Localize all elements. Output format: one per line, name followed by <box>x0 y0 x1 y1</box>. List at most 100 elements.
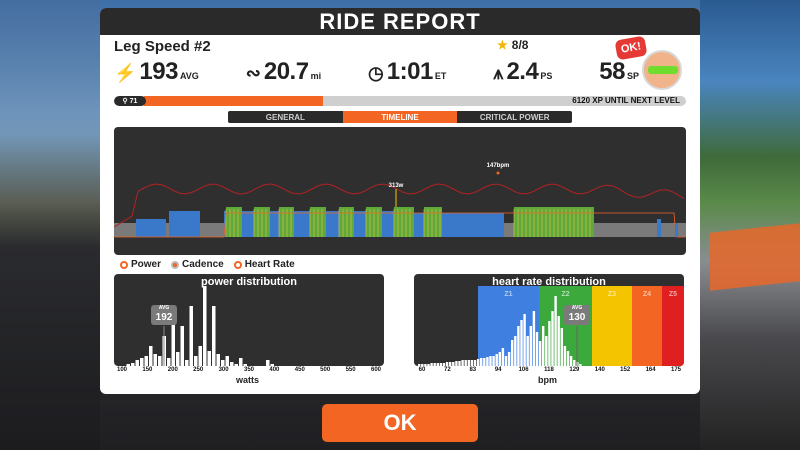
hr-histogram-bar <box>545 336 548 366</box>
stat-avg-power: ⚡ 193 AVG <box>114 58 199 86</box>
hr-zone-label: Z4 <box>643 291 651 298</box>
stat-value: 2.4 <box>506 58 539 85</box>
power-histogram-bar <box>140 358 144 366</box>
hr-histogram-bar <box>526 336 529 366</box>
legend-heart-rate[interactable]: Heart Rate <box>233 259 295 270</box>
tick-label: 350 <box>243 367 255 373</box>
hr-histogram-bar <box>430 363 433 366</box>
power-histogram-bar <box>234 364 238 366</box>
power-histogram-bar <box>135 360 139 366</box>
legend-cadence[interactable]: Cadence <box>171 259 224 270</box>
power-histogram-bar <box>189 306 193 366</box>
ok-button[interactable]: OK <box>322 404 478 442</box>
legend-power[interactable]: Power <box>120 259 161 270</box>
tick-label: 106 <box>518 367 529 373</box>
game-background-left <box>0 0 100 450</box>
hr-histogram-bar <box>424 364 427 366</box>
stat-value: 20.7 <box>263 58 309 85</box>
stat-value: 58 <box>599 58 625 85</box>
hr-distribution-title: heart rate distribution <box>492 276 606 288</box>
hr-zone-band <box>592 286 632 366</box>
timeline-power-spike <box>675 223 678 237</box>
hr-histogram-bar <box>421 364 424 366</box>
power-avg-tag: AVG 192 <box>151 305 177 325</box>
route-icon: ∾ <box>245 63 261 83</box>
timeline-power-block <box>136 219 166 237</box>
hr-histogram-bar <box>573 360 576 366</box>
hr-histogram-bar <box>439 363 443 366</box>
stat-unit: PS <box>540 71 553 81</box>
hr-histogram-bar <box>532 311 536 366</box>
hr-histogram-bar <box>507 352 511 366</box>
hr-histogram-bar <box>498 352 501 366</box>
tab-general[interactable]: GENERAL <box>265 112 305 122</box>
ride-report-panel: RIDE REPORT Leg Speed #2 ★ 8/8 ⚡ 193 AVG … <box>100 8 700 394</box>
hr-histogram-bar <box>486 357 489 366</box>
hr-histogram-bar <box>557 316 560 366</box>
power-histogram-bar <box>198 346 202 366</box>
power-histogram-bar <box>203 286 207 366</box>
hr-histogram-bar <box>476 359 480 366</box>
power-histogram-bar <box>207 351 211 366</box>
workout-name: Leg Speed #2 <box>114 38 211 55</box>
power-histogram-bar <box>153 354 157 366</box>
hr-histogram-bar <box>501 348 505 366</box>
page-title: RIDE REPORT <box>319 8 481 34</box>
power-toggle-icon <box>120 260 128 269</box>
hr-histogram-bar <box>464 360 467 366</box>
chart-legend: Power Cadence Heart Rate <box>120 259 295 270</box>
tick-label: 140 <box>594 367 605 373</box>
tick-label: 550 <box>345 367 356 373</box>
hr-histogram-bar <box>473 360 477 366</box>
hr-histogram-bar <box>418 364 421 366</box>
hr-histogram-bar <box>511 340 514 366</box>
tick-label: 60 <box>418 367 426 373</box>
power-histogram-bar <box>194 356 198 366</box>
tick-label: 175 <box>670 367 682 373</box>
hr-histogram-bar <box>427 364 430 366</box>
level-badge: ⚲ 71 <box>114 96 146 106</box>
hr-zone-label: Z1 <box>504 291 512 298</box>
power-histogram-bar <box>266 360 270 366</box>
legend-label: Cadence <box>182 259 224 270</box>
power-distribution-ticks: 100 150 200 250 300 350 400 450 500 550 600 <box>114 367 384 377</box>
stars-rating: ★ 8/8 <box>497 38 528 52</box>
stars-count: 8/8 <box>511 38 529 52</box>
hr-histogram-bar <box>563 346 567 366</box>
climb-icon: ⩚ <box>493 63 504 83</box>
hr-histogram-bar <box>436 363 439 366</box>
background-banner <box>710 223 800 291</box>
avg-value: 192 <box>155 312 173 323</box>
power-histogram-bar <box>131 363 135 366</box>
tab-critical-power[interactable]: CRITICAL POWER <box>479 112 550 122</box>
tick-label: 164 <box>645 367 656 373</box>
timeline-power-block <box>399 213 504 237</box>
hr-histogram-bar <box>560 328 563 366</box>
power-histogram-bar <box>243 364 247 366</box>
power-histogram-bar <box>180 326 184 366</box>
hr-histogram-bar <box>538 341 542 366</box>
hr-histogram-bar <box>554 296 557 366</box>
hr-histogram-bar <box>520 320 523 366</box>
tab-timeline[interactable]: TIMELINE <box>342 111 458 123</box>
timeline-power-spike <box>657 219 661 237</box>
stat-unit: SP <box>626 71 639 81</box>
power-distribution-chart: power distribution AVG 192 <box>114 274 384 366</box>
hr-histogram-bar <box>480 358 483 366</box>
power-histogram-bar <box>158 356 162 366</box>
hr-zone-band <box>662 286 684 366</box>
hr-histogram-bar <box>449 362 452 366</box>
tick-label: 72 <box>444 367 451 373</box>
power-xlabel: watts <box>236 375 260 385</box>
hr-histogram-bar <box>467 360 470 366</box>
hr-histogram-bar <box>579 364 582 366</box>
power-histogram-bar <box>171 316 175 366</box>
hr-histogram-bar <box>492 356 495 366</box>
power-histogram-bar <box>270 364 274 366</box>
hr-histogram-bar <box>452 362 455 366</box>
lightning-icon: ⚡ <box>114 63 137 83</box>
hr-zone-label: Z5 <box>669 291 677 298</box>
avatar-glasses-icon <box>648 66 678 74</box>
hr-histogram-bar <box>504 356 508 366</box>
hr-histogram-bar <box>458 361 461 366</box>
